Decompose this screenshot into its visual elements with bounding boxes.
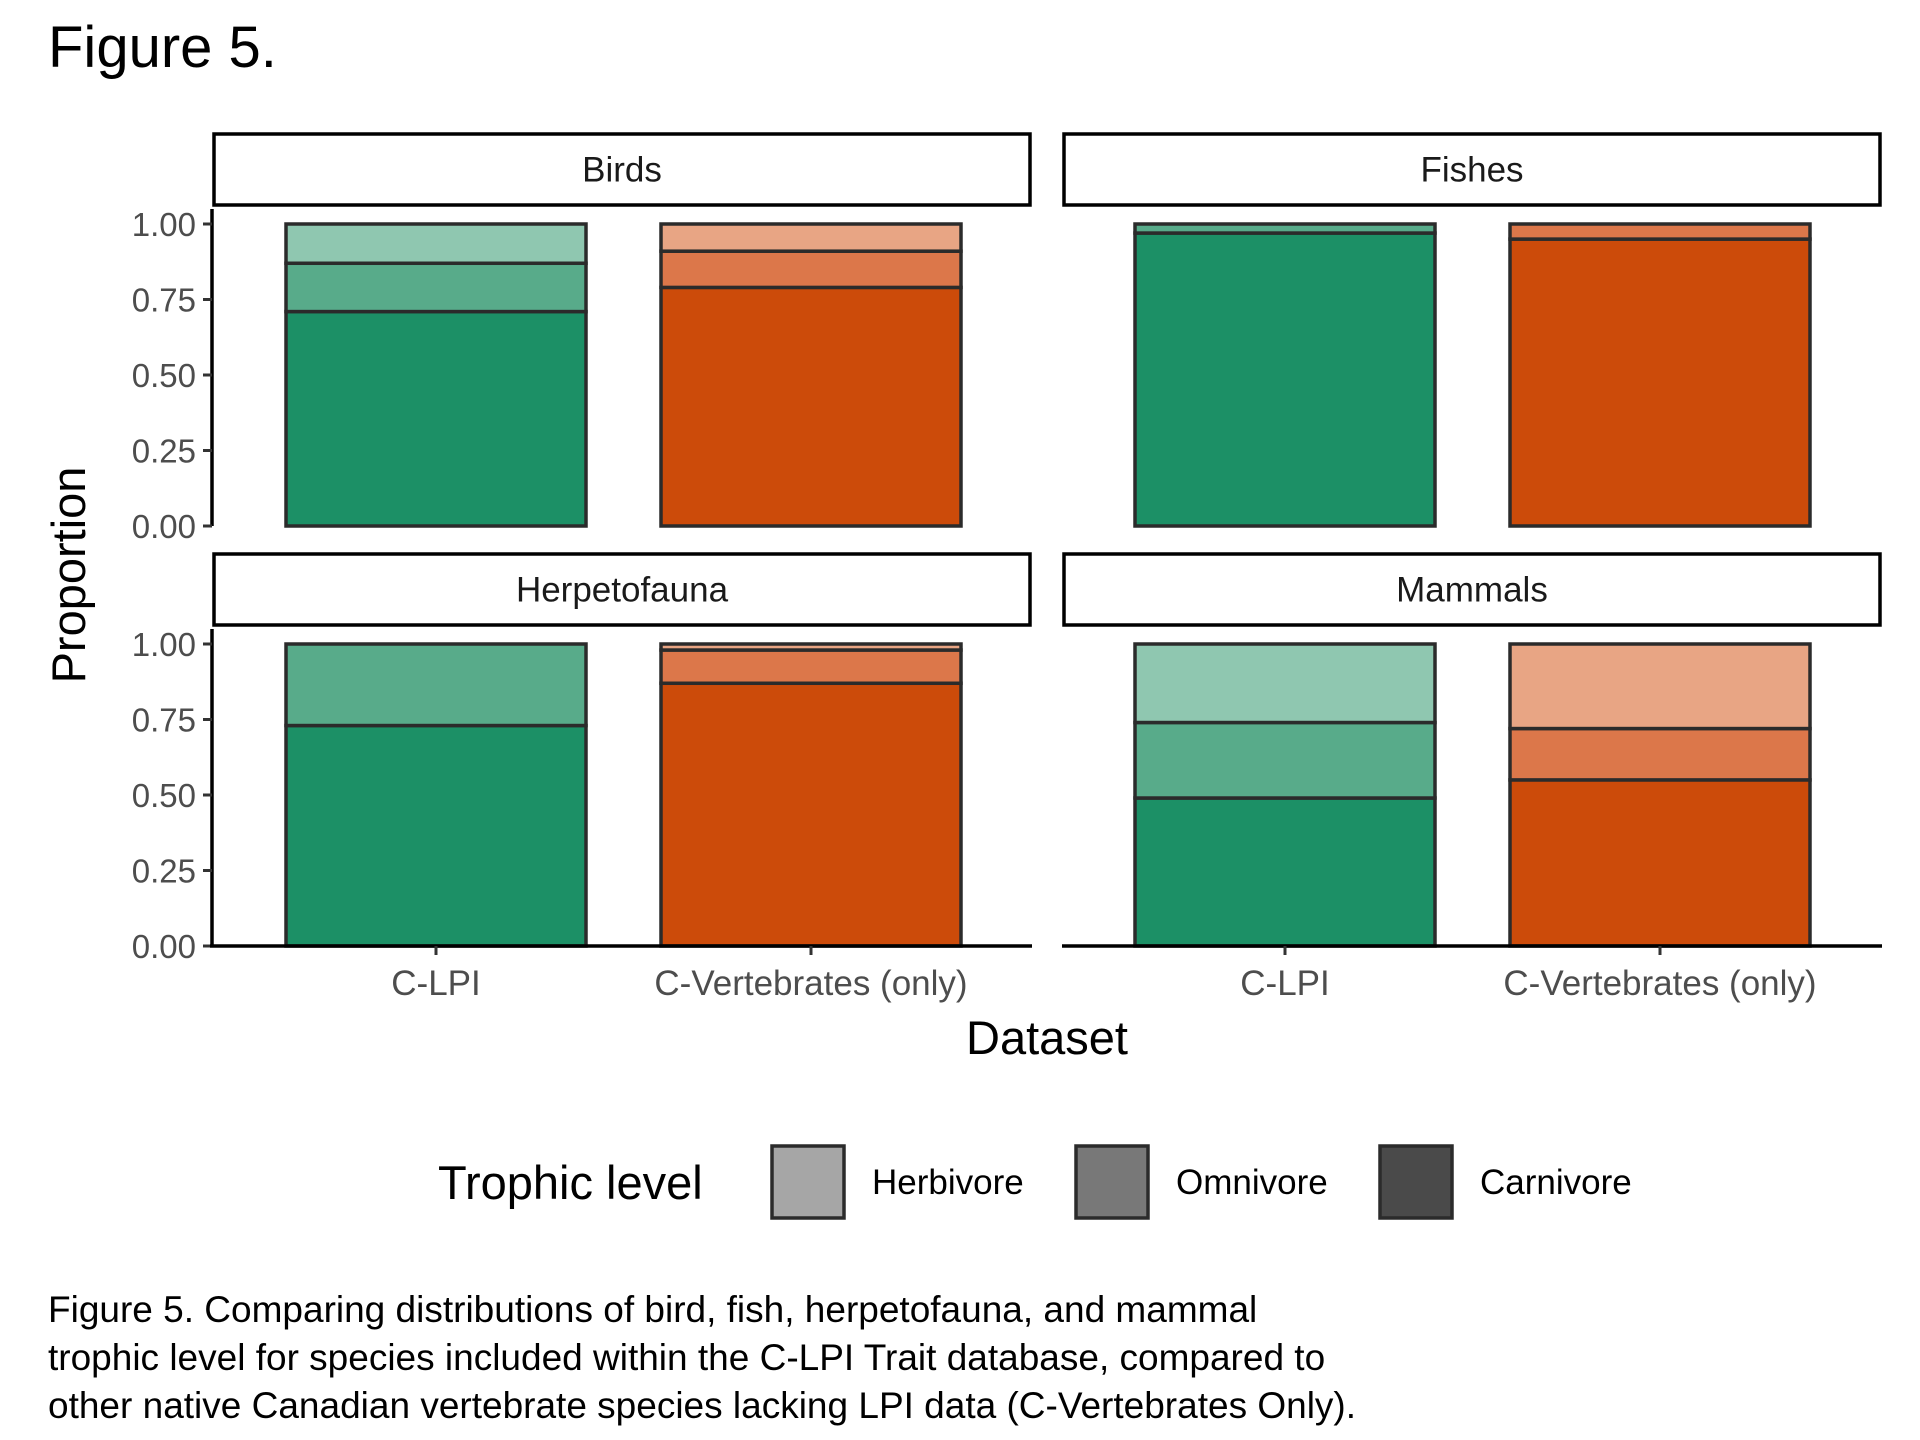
y-tick-label: 0.75 [132,702,196,739]
y-tick-label: 0.50 [132,777,196,814]
bar-segment-herbivore [1133,642,1437,725]
y-tick-label: 0.75 [132,282,196,319]
figure-title: Figure 5. [48,15,277,80]
facet-strip [1062,552,1882,627]
facet-strip-label: Fishes [1420,151,1523,190]
caption-line: other native Canadian vertebrate species… [48,1385,1357,1426]
bar-segment-omnivore [659,249,963,290]
bar-segment-carnivore [659,285,963,528]
facet-strip-label: Herpetofauna [516,571,729,610]
x-tick-label: C-Vertebrates (only) [1503,964,1816,1003]
y-tick-label: 0.00 [132,508,196,545]
bar-segment-omnivore [284,261,588,314]
bar-segment-herbivore [659,642,963,652]
y-axis-title: Proportion [42,467,95,684]
figure-caption: Figure 5. Comparing distributions of bir… [48,1286,1888,1430]
faceted-stacked-bar-chart: Birds 0.00 0.25 0.50 0.75 1.00 Fishes Herpetofa… [42,132,1882,1220]
y-tick-label: 1.00 [132,206,196,243]
bar-segment-carnivore [1133,231,1437,528]
facet-strip [212,552,1032,627]
y-tick-label: 1.00 [132,626,196,663]
x-tick-label: C-Vertebrates (only) [654,964,967,1003]
legend-title: Trophic level [438,1156,703,1209]
bar-segment-carnivore [1133,796,1437,948]
y-tick-label: 0.25 [132,853,196,890]
caption-line: Figure 5. Comparing distributions of bir… [48,1289,1258,1330]
legend-swatch-omnivore [1074,1144,1150,1220]
legend-label: Carnivore [1480,1163,1632,1202]
bar-segment-herbivore [1508,642,1812,731]
bar-segment-omnivore [284,642,588,728]
legend-label: Omnivore [1176,1163,1328,1202]
bar-segment-carnivore [284,309,588,528]
caption-line: trophic level for species included withi… [48,1337,1326,1378]
facet-strip-label: Mammals [1396,571,1548,610]
bar-segment-carnivore [1508,237,1812,528]
y-tick-label: 0.25 [132,433,196,470]
bar-segment-herbivore [659,222,963,253]
bar-segment-omnivore [1133,720,1437,800]
facet-strip-label: Birds [582,151,662,190]
bar-segment-omnivore [1508,222,1812,241]
bar-segment-omnivore [1508,726,1812,782]
y-tick-label: 0.00 [132,928,196,965]
legend-swatch-carnivore [1378,1144,1454,1220]
x-axis-title: Dataset [966,1011,1128,1064]
legend-swatch-herbivore [770,1144,846,1220]
y-tick-label: 0.50 [132,357,196,394]
x-tick-label: C-LPI [391,964,480,1003]
bar-segment-carnivore [284,723,588,948]
facet-strip [212,132,1032,207]
bar-segment-carnivore [1508,778,1812,948]
bar-segment-carnivore [659,681,963,948]
bar-segment-omnivore [1133,222,1437,235]
legend-label: Herbivore [872,1163,1024,1202]
bar-segment-omnivore [659,648,963,686]
facet-strip [1062,132,1882,207]
bar-segment-herbivore [284,222,588,266]
x-tick-label: C-LPI [1240,964,1329,1003]
